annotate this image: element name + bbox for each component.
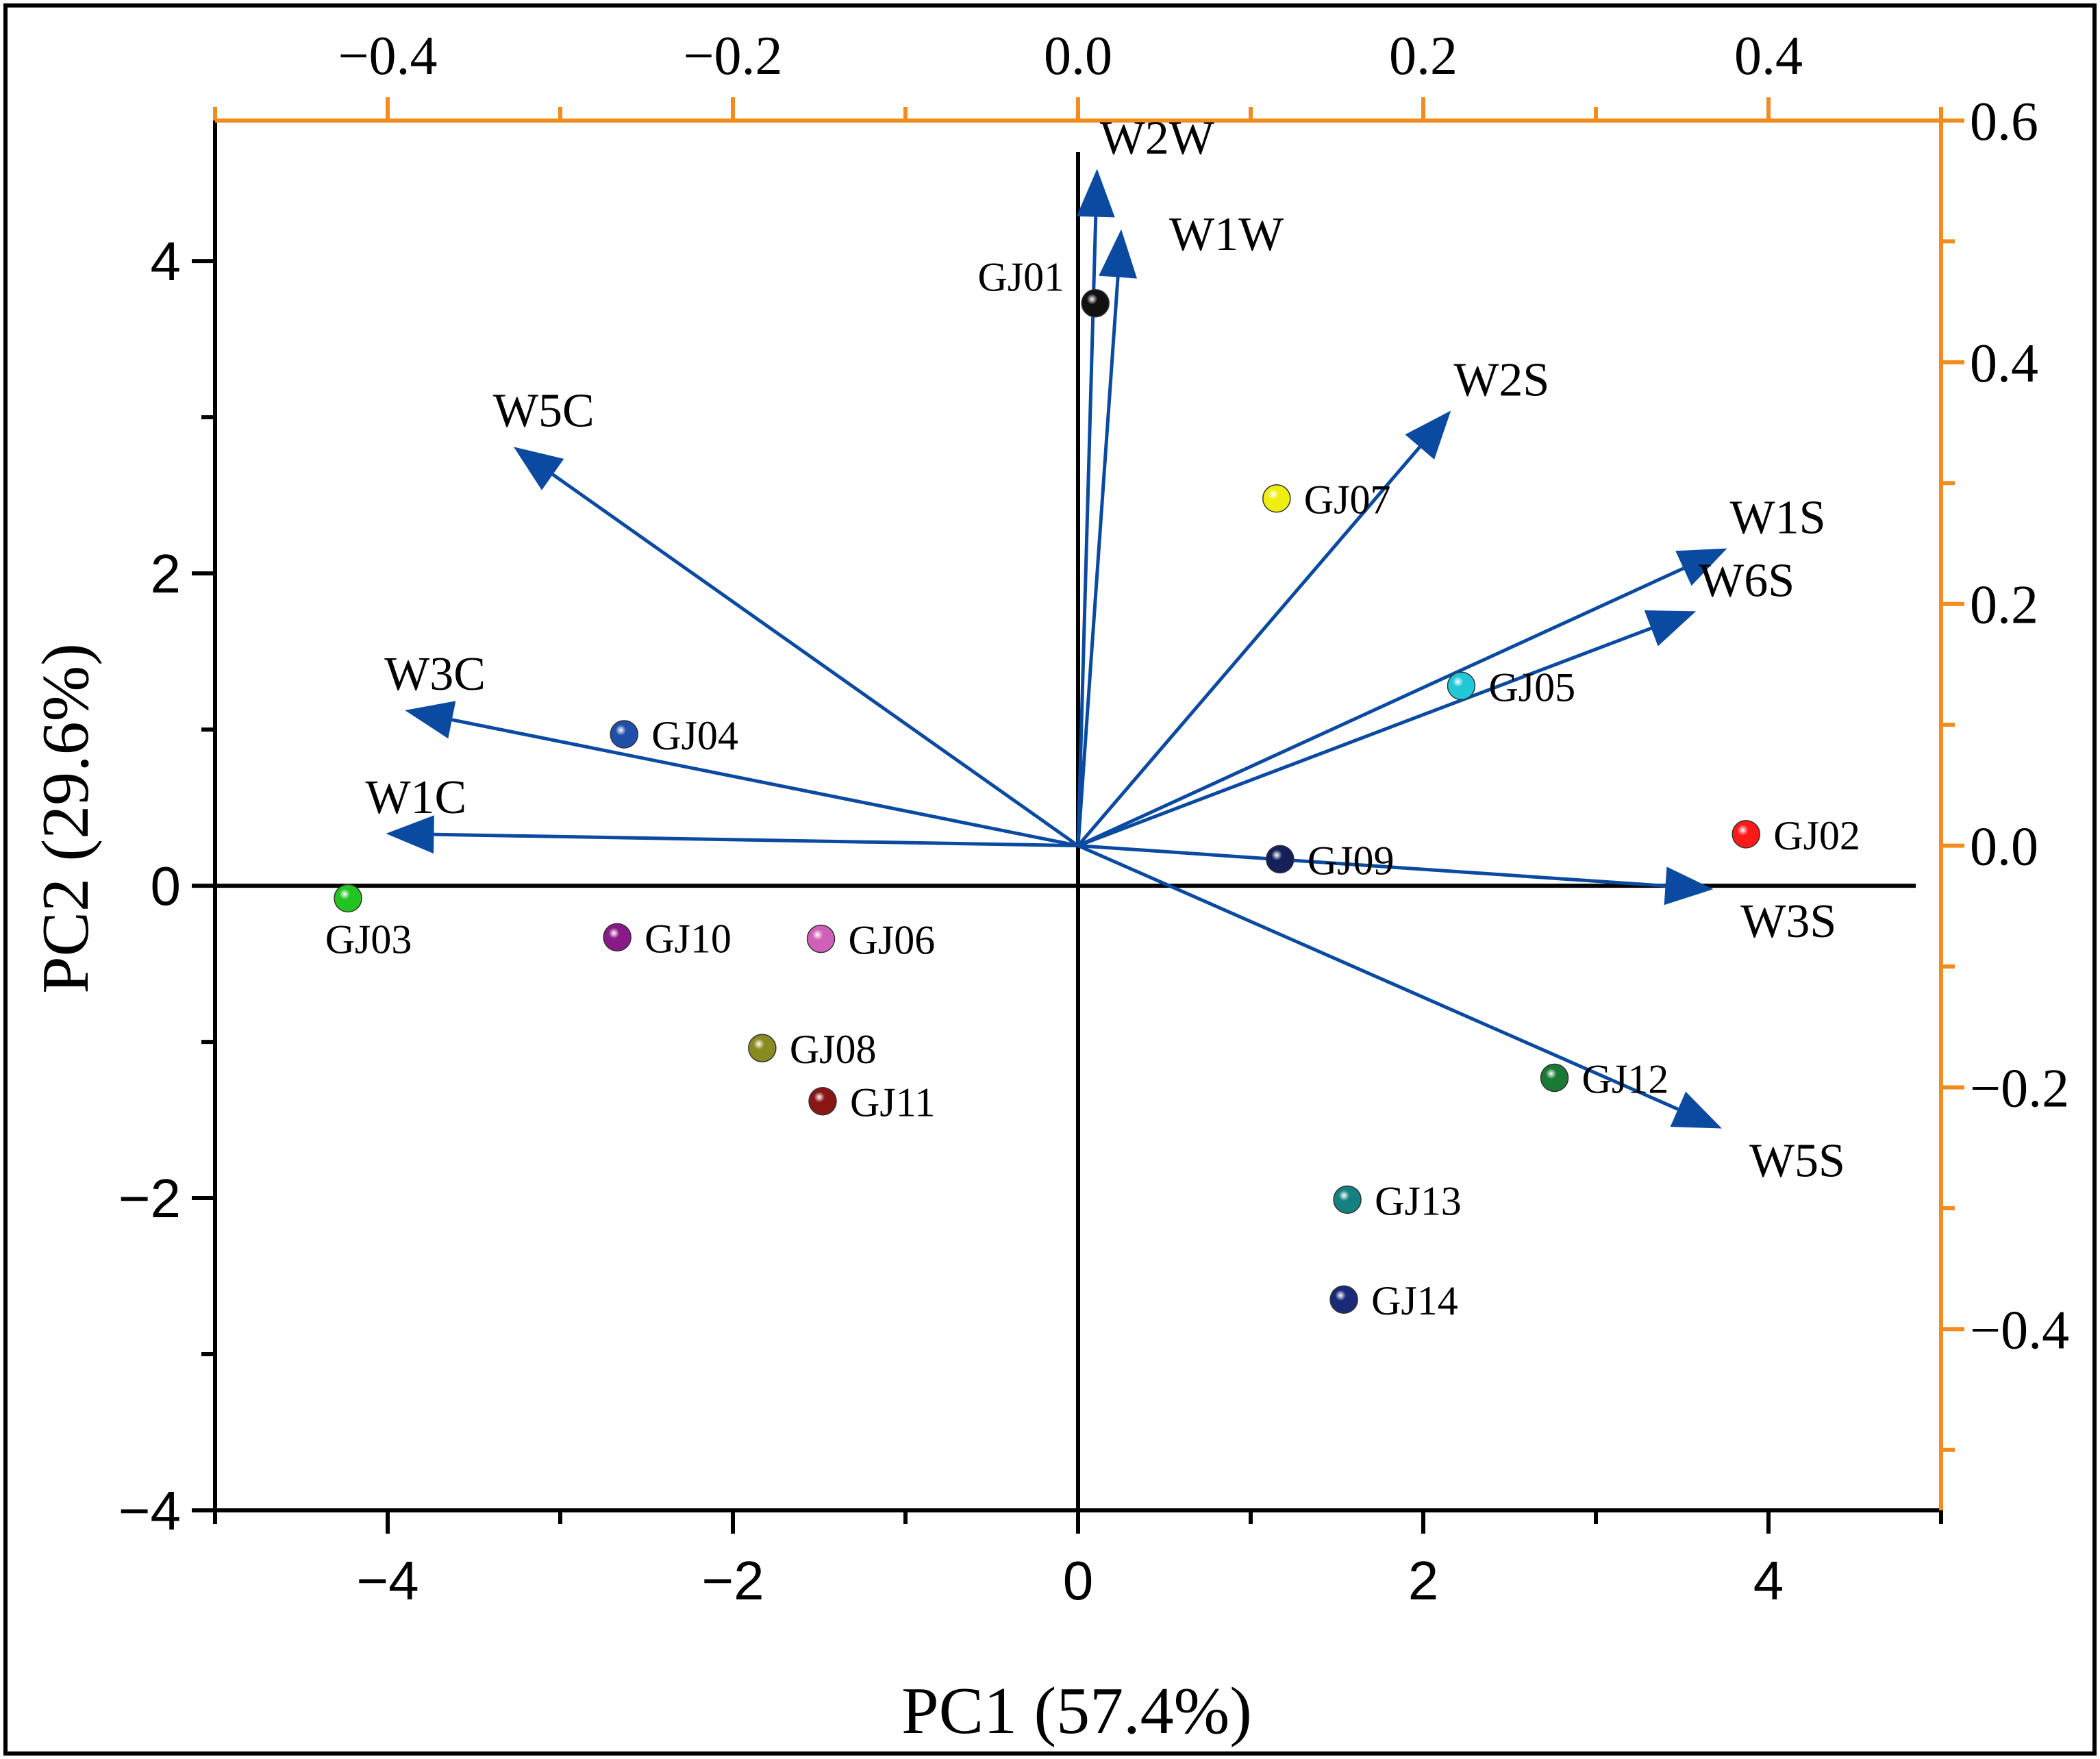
- sample-label: GJ14: [1371, 1278, 1458, 1323]
- loading-label: W3C: [384, 648, 486, 701]
- sample-point: [806, 924, 836, 953]
- sample-points: GJ01 GJ02 GJ03 GJ04 GJ05 GJ06 GJ07 GJ08 GJ09 GJ10…: [325, 255, 1860, 1323]
- sample-point: [1329, 1285, 1358, 1314]
- sample-label: GJ11: [850, 1080, 935, 1125]
- loading-arrow-shaft: [551, 473, 1079, 847]
- x-tick-label: −4: [356, 1550, 418, 1611]
- right-tick-label: 0.4: [1970, 334, 2038, 394]
- top-tick-label: 0.4: [1734, 26, 1803, 86]
- loading-arrow-head: [1675, 548, 1727, 586]
- loading-label: W6S: [1699, 554, 1795, 607]
- sample-label: GJ10: [645, 916, 732, 961]
- right-tick-label: −0.4: [1970, 1300, 2069, 1360]
- top-tick-label: −0.2: [683, 26, 782, 86]
- loading-arrow-head: [513, 447, 564, 490]
- y-tick-label: 2: [151, 543, 182, 604]
- sample-point: [334, 884, 362, 913]
- loading-arrow-head: [1405, 410, 1451, 460]
- sample-point: [603, 923, 632, 952]
- sample-label: GJ09: [1308, 838, 1395, 883]
- loading-label: W3S: [1740, 895, 1836, 948]
- loading-label: W1W: [1169, 208, 1284, 261]
- sample-label: GJ06: [849, 918, 936, 963]
- right-tick-label: 0.6: [1970, 92, 2038, 152]
- sample-label: GJ05: [1488, 664, 1575, 710]
- loading-arrows: W2W W1W W2S W1S W6S W3S W5S W5C W3C W1C: [365, 112, 1845, 1188]
- x-axis-label: PC1 (57.4%): [901, 1674, 1252, 1748]
- loading-arrow-shaft: [451, 718, 1079, 848]
- loading-label: W1S: [1730, 492, 1826, 545]
- y-tick-label: −4: [118, 1480, 181, 1541]
- sample-point: [1732, 820, 1760, 849]
- sample-point: [748, 1034, 777, 1062]
- loading-arrow-head: [1099, 229, 1138, 279]
- loading-arrow-shaft: [1076, 277, 1120, 846]
- sample-label: GJ03: [325, 916, 412, 962]
- sample-label: GJ07: [1304, 477, 1391, 523]
- loading-label: W5S: [1749, 1134, 1845, 1187]
- loading-arrow-head: [1644, 610, 1697, 647]
- sample-point: [1540, 1063, 1569, 1093]
- loading-arrow-head: [386, 815, 434, 854]
- loading-arrow-shaft: [1077, 445, 1421, 847]
- loading-arrow-shaft: [1076, 216, 1098, 846]
- y-tick-label: 0: [151, 856, 182, 916]
- sample-label: GJ08: [790, 1027, 877, 1072]
- figure-border: [3, 3, 2097, 1756]
- sample-point: [1447, 671, 1476, 701]
- loading-axes: −0.4 −0.2 0.0 0.2 0.4 −0.4 −0.2 0.0 0.2 0.4 0.6: [213, 26, 2069, 1510]
- loading-arrow-shaft: [434, 832, 1079, 848]
- y-axis-label: PC2 (29.6%): [29, 643, 103, 994]
- sample-point: [1333, 1185, 1362, 1214]
- right-tick-label: 0.0: [1970, 817, 2038, 877]
- loading-arrow-shaft: [1077, 626, 1652, 847]
- loading-label: W1C: [365, 771, 466, 824]
- x-tick-label: 0: [1063, 1550, 1094, 1611]
- loading-arrow-shaft: [1077, 844, 1679, 1111]
- loading-label: W2S: [1453, 353, 1549, 406]
- loading-arrow-head: [1076, 169, 1115, 218]
- sample-point: [1081, 288, 1110, 318]
- loading-arrow-head: [1664, 866, 1714, 906]
- right-tick-label: 0.2: [1970, 575, 2038, 636]
- y-tick-label: 4: [151, 231, 182, 292]
- score-axes: −4 −2 0 2 4 −4 −2 0 2 4: [118, 121, 1943, 1611]
- sample-label: GJ13: [1375, 1178, 1462, 1223]
- sample-point: [1262, 484, 1291, 513]
- right-tick-label: −0.2: [1970, 1058, 2069, 1119]
- y-tick-label: −2: [118, 1168, 181, 1229]
- sample-point: [1266, 845, 1295, 874]
- loading-arrow-shaft: [1077, 566, 1684, 847]
- sample-label: GJ12: [1582, 1057, 1669, 1102]
- sample-label: GJ01: [978, 255, 1065, 300]
- x-tick-label: 2: [1408, 1550, 1439, 1611]
- top-tick-label: −0.4: [338, 26, 437, 86]
- top-tick-label: 0.2: [1389, 26, 1458, 86]
- x-tick-label: −2: [701, 1550, 764, 1611]
- sample-point: [808, 1086, 837, 1116]
- sample-label: GJ02: [1773, 813, 1860, 858]
- sample-point: [610, 720, 638, 749]
- loading-arrow-shaft: [1077, 844, 1666, 888]
- loading-label: W5C: [493, 384, 595, 437]
- sample-label: GJ04: [651, 713, 738, 758]
- loading-arrow-head: [405, 701, 456, 739]
- x-tick-label: 4: [1753, 1550, 1784, 1611]
- loading-label: W2W: [1100, 112, 1214, 165]
- top-tick-label: 0.0: [1044, 26, 1112, 86]
- loading-arrow-head: [1670, 1091, 1722, 1129]
